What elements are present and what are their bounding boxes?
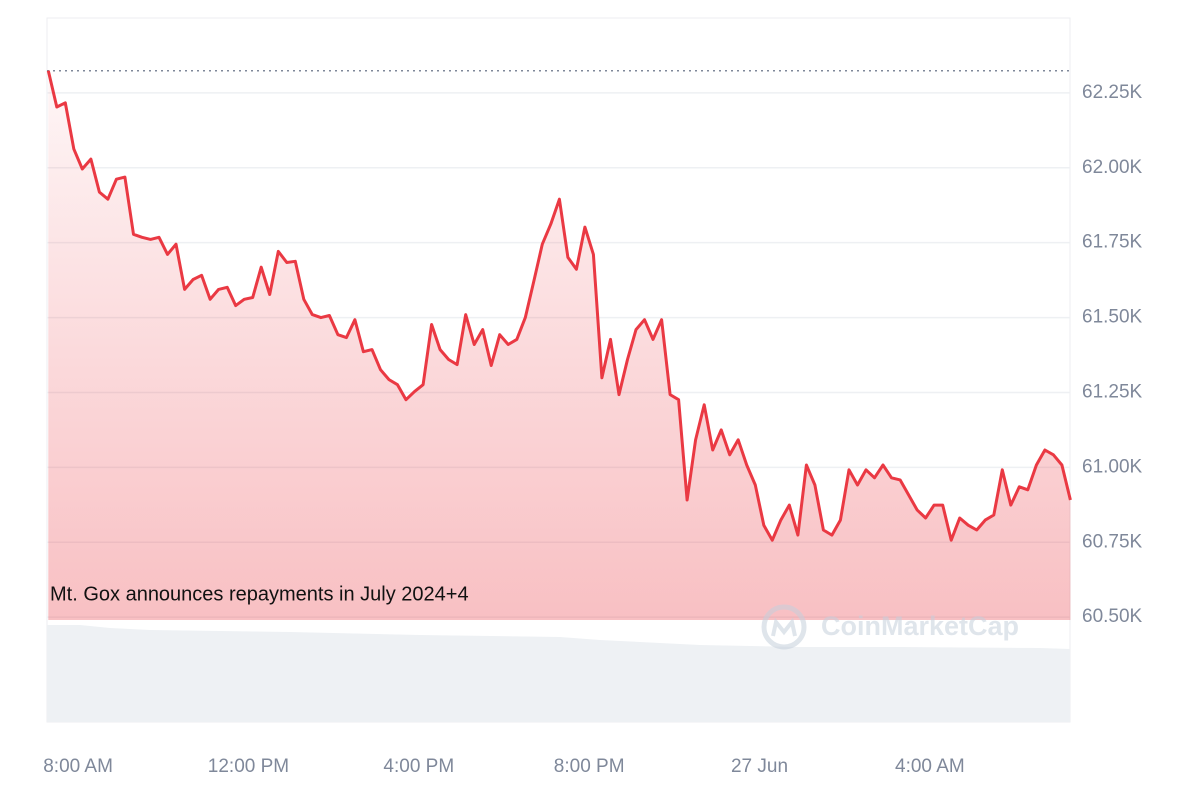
x-tick-label: 8:00 AM xyxy=(43,756,113,777)
y-tick-label: 60.75K xyxy=(1082,531,1143,552)
x-tick-label: 12:00 PM xyxy=(208,756,289,777)
y-tick-label: 60.50K xyxy=(1082,606,1143,627)
x-tick-label: 4:00 PM xyxy=(383,756,454,777)
y-tick-label: 62.00K xyxy=(1082,157,1143,178)
y-tick-label: 62.25K xyxy=(1082,82,1143,103)
watermark: CoinMarketCap xyxy=(761,604,1019,650)
annotation: Mt. Gox announces repayments in July 202… xyxy=(50,583,469,605)
y-tick-label: 61.25K xyxy=(1082,381,1143,402)
y-tick-label: 61.75K xyxy=(1082,232,1143,253)
x-tick-label: 27 Jun xyxy=(731,756,788,777)
x-tick-label: 8:00 PM xyxy=(554,756,625,777)
watermark-text: CoinMarketCap xyxy=(821,611,1019,641)
volume-area xyxy=(47,625,1070,722)
y-tick-label: 61.00K xyxy=(1082,456,1143,477)
price-area xyxy=(48,70,1071,620)
y-tick-label: 61.50K xyxy=(1082,307,1143,328)
x-tick-label: 4:00 AM xyxy=(895,756,965,777)
price-line xyxy=(46,70,1072,542)
